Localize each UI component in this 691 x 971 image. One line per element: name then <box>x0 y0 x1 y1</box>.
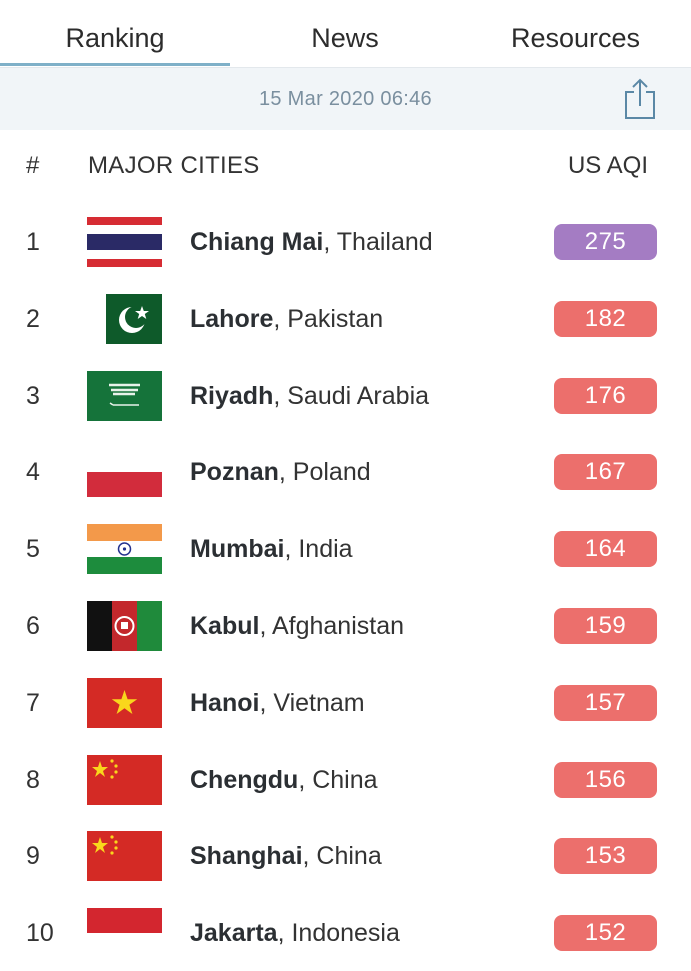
city-name[interactable]: Riyadh, Saudi Arabia <box>190 382 429 411</box>
city: Lahore <box>190 304 274 333</box>
country: , India <box>284 535 353 564</box>
city-name[interactable]: Shanghai, China <box>190 842 382 871</box>
afghanistan-flag-icon <box>87 601 162 651</box>
country: , China <box>302 842 382 871</box>
city: Mumbai <box>190 535 285 564</box>
city-name[interactable]: Lahore, Pakistan <box>190 305 383 334</box>
city-name[interactable]: Hanoi, Vietnam <box>190 689 365 718</box>
aqi-badge: 159 <box>554 608 657 644</box>
rank-number: 10 <box>26 919 54 948</box>
city: Kabul <box>190 612 260 640</box>
aqi-column-header: US AQI <box>567 152 648 179</box>
rank-number: 5 <box>26 535 40 564</box>
country: , China <box>298 765 378 794</box>
tab-news[interactable]: News <box>311 23 379 53</box>
tab-bar-divider <box>0 67 691 68</box>
ranking-row[interactable]: 5 Mumbai, India 164 <box>0 511 691 587</box>
aqi-badge: 157 <box>554 684 657 721</box>
city: Hanoi <box>190 688 260 717</box>
active-tab-indicator <box>0 63 230 66</box>
rank-number: 3 <box>26 381 40 410</box>
ranking-row[interactable]: 6 Kabul, Afghanistan 159 <box>0 588 691 664</box>
ranking-row[interactable]: 7 Hanoi, Vietnam 157 <box>0 665 691 741</box>
tab-resources[interactable]: Resources <box>510 23 641 53</box>
city: Poznan <box>190 458 279 487</box>
aqi-badge: 167 <box>554 454 657 491</box>
city-name[interactable]: Jakarta, Indonesia <box>190 919 400 948</box>
ranking-row[interactable]: 9 Shanghai, China 153 <box>0 818 691 894</box>
tab-bar: Ranking News Resources <box>0 0 691 68</box>
aqi-badge: 176 <box>554 377 657 414</box>
ranking-row[interactable]: 1 Chiang Mai, Thailand 275 <box>0 204 691 280</box>
country: , Vietnam <box>259 688 365 717</box>
country: , Pakistan <box>273 304 384 333</box>
tab-ranking[interactable]: Ranking <box>65 23 165 53</box>
saudi-arabia-flag-icon <box>87 370 162 421</box>
share-icon[interactable] <box>622 76 658 120</box>
rank-number: 8 <box>26 765 40 794</box>
indonesia-flag-icon <box>87 908 162 959</box>
country: , Poland <box>278 458 371 487</box>
rank-number: 7 <box>26 688 40 717</box>
city: Riyadh <box>190 381 274 410</box>
rank-number: 9 <box>26 842 40 871</box>
country: , Afghanistan <box>259 612 405 640</box>
vietnam-flag-icon <box>87 677 162 728</box>
city: Chiang Mai <box>190 228 324 256</box>
aqi-badge: 275 <box>554 224 657 260</box>
ranking-row[interactable]: 10 Jakarta, Indonesia 152 <box>0 895 691 971</box>
city-name[interactable]: Kabul, Afghanistan <box>190 612 404 641</box>
ranking-header: # MAJOR CITIES US AQI <box>0 140 691 194</box>
aqi-badge: 152 <box>554 915 657 952</box>
city: Shanghai <box>190 842 303 871</box>
city-column-header: MAJOR CITIES <box>88 152 260 179</box>
ranking-row[interactable]: 4 Poznan, Poland 167 <box>0 434 691 510</box>
city-name[interactable]: Mumbai, India <box>190 535 353 564</box>
update-timestamp: 15 Mar 2020 06:46 <box>258 88 432 110</box>
ranking-row[interactable]: 8 Chengdu, China 156 <box>0 742 691 818</box>
country: , Saudi Arabia <box>273 381 430 410</box>
china-flag-icon <box>87 754 162 805</box>
city: Jakarta <box>190 919 278 948</box>
ranking-row[interactable]: 2 Lahore, Pakistan 182 <box>0 281 691 357</box>
thailand-flag-icon <box>87 217 162 267</box>
rank-number: 6 <box>26 612 40 640</box>
city: Chengdu <box>190 765 299 794</box>
aqi-badge: 156 <box>554 761 657 798</box>
rank-number: 4 <box>26 458 40 487</box>
rank-number: 2 <box>26 304 40 333</box>
india-flag-icon <box>87 524 162 575</box>
poland-flag-icon <box>87 447 162 498</box>
rank-column-header: # <box>26 152 40 179</box>
city-name[interactable]: Chengdu, China <box>190 766 378 795</box>
aqi-badge: 164 <box>554 531 657 568</box>
aqi-badge: 153 <box>554 838 657 875</box>
date-bar: 15 Mar 2020 06:46 <box>0 68 691 130</box>
country: , Thailand <box>323 228 433 256</box>
city-name[interactable]: Poznan, Poland <box>190 458 371 487</box>
city-name[interactable]: Chiang Mai, Thailand <box>190 228 433 257</box>
aqi-badge: 182 <box>554 300 657 337</box>
china-flag-icon <box>87 831 162 882</box>
rank-number: 1 <box>26 228 40 256</box>
ranking-row[interactable]: 3 Riyadh, Saudi Arabia 176 <box>0 358 691 434</box>
country: , Indonesia <box>277 919 400 948</box>
pakistan-flag-icon <box>87 293 162 344</box>
